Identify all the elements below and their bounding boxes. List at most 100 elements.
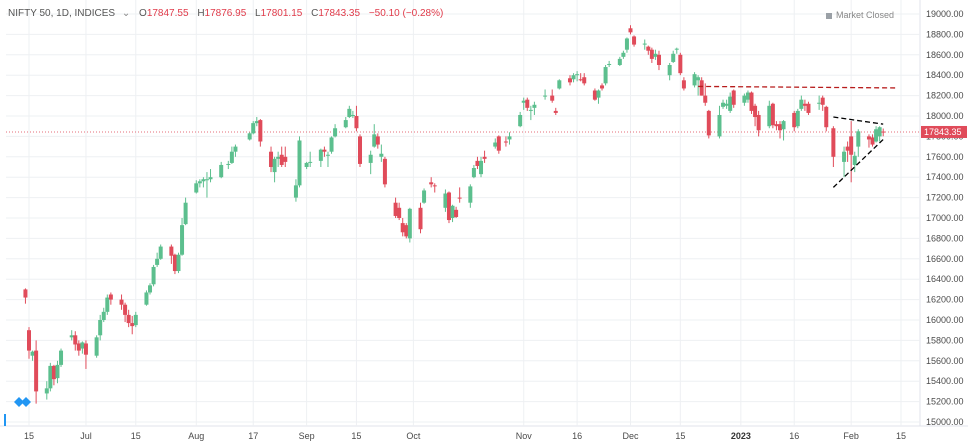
candle-body bbox=[27, 330, 31, 351]
y-tick-label: 16800.00 bbox=[926, 233, 964, 243]
candle-body bbox=[567, 78, 572, 83]
candle bbox=[379, 144, 384, 162]
x-tick-label: Feb bbox=[843, 431, 859, 441]
x-tick-label: 2023 bbox=[731, 431, 751, 441]
candle bbox=[649, 47, 654, 63]
candle bbox=[318, 148, 323, 167]
candle bbox=[325, 151, 330, 167]
candle bbox=[73, 331, 78, 351]
candle-body bbox=[852, 155, 857, 165]
candle-body bbox=[272, 158, 277, 173]
candle-body bbox=[496, 136, 501, 151]
candle-body bbox=[575, 74, 580, 76]
candle bbox=[831, 126, 836, 167]
candle bbox=[201, 177, 206, 188]
candle-body bbox=[475, 160, 480, 166]
candle-body bbox=[283, 156, 288, 162]
candle-body bbox=[219, 164, 224, 178]
candle bbox=[642, 39, 647, 50]
close-value: 17843.35 bbox=[318, 8, 361, 19]
candle bbox=[753, 103, 758, 127]
candle bbox=[770, 102, 775, 129]
trendline bbox=[833, 116, 884, 125]
candle-body bbox=[774, 124, 779, 127]
y-tick-label: 15000.00 bbox=[926, 417, 964, 427]
candle bbox=[297, 136, 302, 188]
candle bbox=[877, 126, 882, 142]
candle-body bbox=[749, 92, 754, 111]
symbol-title[interactable]: NIFTY 50, 1D, INDICES bbox=[8, 8, 116, 19]
candle bbox=[792, 110, 797, 132]
candle-body bbox=[845, 146, 850, 151]
dividend-marker-shape bbox=[14, 397, 24, 407]
x-tick-label: Oct bbox=[406, 431, 421, 441]
candle-body bbox=[422, 190, 427, 203]
candle-body bbox=[101, 311, 106, 320]
candle bbox=[553, 107, 558, 115]
candle-body bbox=[322, 149, 327, 152]
candle-body bbox=[824, 106, 829, 128]
candle-body bbox=[471, 168, 476, 178]
candle bbox=[27, 327, 31, 359]
trendline bbox=[832, 138, 884, 188]
candle-body bbox=[721, 102, 726, 107]
candle bbox=[799, 95, 804, 111]
candle bbox=[471, 164, 476, 179]
candle bbox=[874, 126, 879, 143]
candle bbox=[204, 172, 209, 198]
candle bbox=[404, 223, 409, 239]
candle-body bbox=[792, 112, 797, 128]
candle bbox=[283, 146, 288, 167]
candle bbox=[742, 93, 747, 106]
candle-body bbox=[350, 114, 355, 116]
trendlines[interactable] bbox=[698, 85, 898, 188]
candle-body bbox=[30, 351, 35, 356]
candle bbox=[692, 72, 697, 88]
x-tick-label: 16 bbox=[572, 431, 582, 441]
candle bbox=[824, 105, 829, 132]
candle-body bbox=[269, 151, 274, 167]
candle bbox=[503, 136, 508, 147]
candle bbox=[105, 294, 110, 315]
candle bbox=[578, 73, 583, 82]
trendline bbox=[698, 85, 898, 89]
candle-body bbox=[692, 74, 697, 86]
candle bbox=[749, 91, 754, 114]
open-label: O bbox=[139, 8, 147, 19]
candle-body bbox=[678, 54, 683, 74]
candle-body bbox=[172, 254, 177, 272]
candle bbox=[382, 156, 387, 188]
candle-body bbox=[482, 156, 487, 159]
candle-body bbox=[98, 320, 103, 336]
candle-body bbox=[745, 92, 750, 100]
candle bbox=[820, 95, 825, 111]
candle bbox=[293, 179, 298, 202]
candle bbox=[83, 340, 88, 369]
candle-body bbox=[151, 266, 156, 285]
candle-body bbox=[866, 136, 871, 140]
candle bbox=[251, 121, 256, 135]
market-status: Market Closed bbox=[825, 10, 894, 20]
chevron-down-icon[interactable]: ⌄ bbox=[121, 8, 131, 19]
candle-body bbox=[108, 294, 113, 300]
candle bbox=[375, 133, 380, 149]
candle-body bbox=[781, 121, 786, 130]
y-tick-label: 15600.00 bbox=[926, 356, 964, 366]
candle bbox=[183, 197, 188, 226]
y-tick-label: 15200.00 bbox=[926, 397, 964, 407]
candle-body bbox=[229, 151, 234, 163]
candle-body bbox=[254, 121, 259, 124]
candle bbox=[119, 294, 124, 310]
candle bbox=[329, 136, 334, 154]
candle bbox=[279, 146, 284, 167]
candle bbox=[133, 311, 138, 328]
candle-body bbox=[372, 134, 377, 147]
candle bbox=[457, 187, 462, 203]
dividend-marker-icon[interactable] bbox=[4, 397, 31, 426]
candle-body bbox=[429, 182, 434, 185]
time-axis[interactable]: 15 Jul 15 Aug 17 Sep 15 Oct Nov 16 Dec 15 2023 16 Feb 1… bbox=[24, 431, 906, 441]
price-axis[interactable]: 19000.00 18800.00 18600.00 18400.00 18200.00… bbox=[921, 9, 967, 427]
candle bbox=[276, 151, 281, 167]
candle-body bbox=[407, 208, 412, 239]
